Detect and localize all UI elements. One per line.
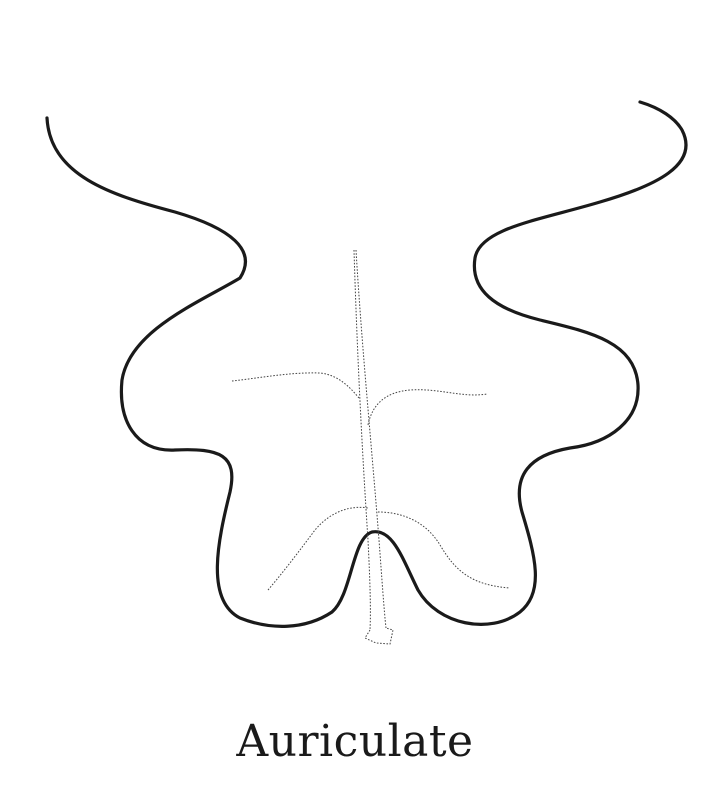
midrib-left-edge [353, 249, 371, 631]
vein-upper-right [367, 389, 488, 426]
petiole-base [364, 627, 394, 645]
leaf-outline [45, 100, 688, 628]
vein-upper-left [231, 372, 360, 399]
midrib-right-edge [355, 249, 387, 629]
vein-lower-left [267, 506, 369, 591]
vein-lower-right [377, 511, 511, 589]
diagram-caption: Auriculate [236, 716, 474, 767]
